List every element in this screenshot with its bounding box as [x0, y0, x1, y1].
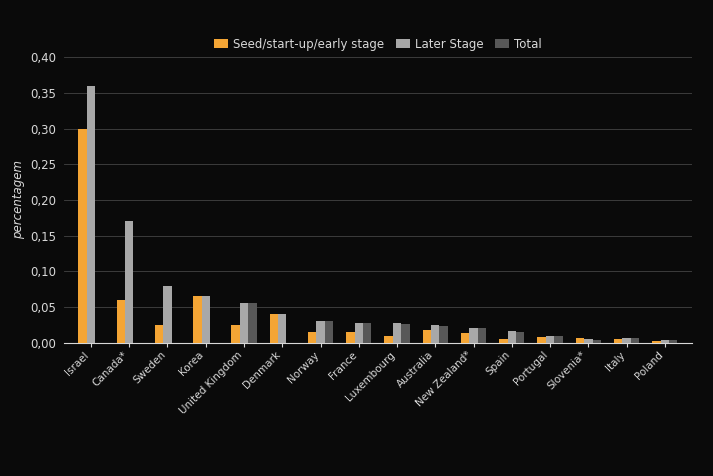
Bar — [593, 340, 601, 343]
Bar — [193, 296, 202, 343]
Bar — [363, 324, 371, 343]
Bar — [478, 328, 486, 343]
Bar — [117, 300, 125, 343]
Bar — [354, 323, 363, 343]
Bar — [270, 314, 278, 343]
Bar — [431, 325, 439, 343]
Bar — [423, 330, 431, 343]
Bar — [240, 304, 248, 343]
Bar — [469, 328, 478, 343]
Bar — [584, 339, 593, 343]
Bar — [231, 325, 240, 343]
Bar — [508, 331, 516, 343]
Bar — [661, 340, 669, 343]
Legend: Seed/start-up/early stage, Later Stage, Total: Seed/start-up/early stage, Later Stage, … — [210, 34, 545, 55]
Bar — [622, 338, 631, 343]
Bar — [538, 337, 546, 343]
Bar — [499, 339, 508, 343]
Bar — [669, 340, 677, 343]
Bar — [614, 339, 622, 343]
Bar — [317, 321, 324, 343]
Bar — [384, 336, 393, 343]
Bar — [461, 333, 469, 343]
Bar — [631, 338, 639, 343]
Bar — [248, 304, 257, 343]
Bar — [546, 336, 554, 343]
Bar — [346, 332, 354, 343]
Bar — [308, 332, 317, 343]
Bar — [87, 86, 95, 343]
Bar — [324, 321, 333, 343]
Bar — [278, 314, 287, 343]
Bar — [163, 286, 172, 343]
Bar — [516, 332, 525, 343]
Bar — [401, 324, 410, 343]
Bar — [554, 336, 563, 343]
Bar — [652, 341, 661, 343]
Bar — [575, 338, 584, 343]
Bar — [202, 296, 210, 343]
Bar — [439, 326, 448, 343]
Bar — [125, 221, 133, 343]
Y-axis label: percentagem: percentagem — [12, 160, 25, 239]
Bar — [155, 325, 163, 343]
Bar — [78, 129, 87, 343]
Bar — [393, 324, 401, 343]
